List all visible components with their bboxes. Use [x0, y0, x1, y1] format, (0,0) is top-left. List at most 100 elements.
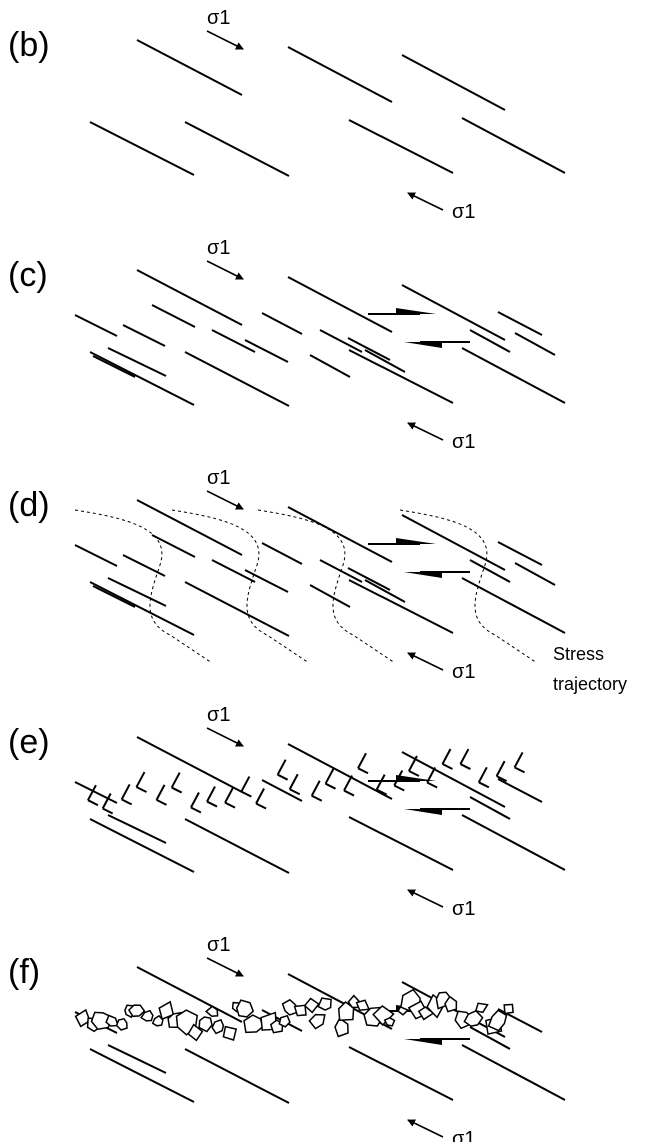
fault-line	[93, 356, 135, 377]
sigma-arrow	[207, 31, 243, 49]
step	[427, 767, 435, 782]
sigma-label: σ1	[207, 7, 230, 29]
sigma-arrow	[207, 261, 243, 279]
step	[290, 774, 298, 789]
step	[312, 796, 322, 801]
stress-trajectory	[400, 510, 537, 663]
clast	[279, 1016, 290, 1027]
fault-line	[498, 542, 542, 565]
fault-line	[90, 582, 194, 635]
fault-line	[462, 118, 565, 173]
clast	[504, 1004, 513, 1013]
clast	[335, 1018, 348, 1036]
clast	[212, 1020, 223, 1034]
fault-line	[262, 780, 302, 801]
step	[442, 749, 450, 764]
panel-label: (e)	[8, 723, 50, 761]
panel-label: (d)	[8, 486, 50, 524]
step	[344, 791, 354, 796]
annotation: Stress	[553, 644, 604, 664]
fault-line	[123, 555, 165, 576]
step	[394, 785, 404, 790]
step	[172, 773, 180, 788]
fault-line	[262, 543, 302, 564]
sigma-arrow	[408, 890, 443, 907]
fault-line	[152, 305, 195, 327]
fault-line	[185, 122, 289, 176]
fault-line	[75, 545, 117, 566]
clast	[295, 1005, 306, 1015]
fault-line	[108, 578, 166, 606]
step	[225, 803, 235, 808]
fault-line	[90, 352, 194, 405]
fault-line	[470, 797, 510, 819]
fault-line	[262, 313, 302, 334]
fault-line	[75, 315, 117, 336]
sigma-label: σ1	[452, 201, 475, 223]
fault-line	[349, 580, 453, 633]
clast	[309, 1015, 324, 1029]
step	[136, 772, 144, 787]
step	[460, 764, 470, 769]
step	[460, 749, 468, 764]
fault-line	[515, 333, 555, 355]
step	[427, 782, 437, 787]
fault-line	[470, 560, 510, 582]
sigma-arrow	[408, 423, 443, 440]
sigma-arrow	[207, 491, 243, 509]
fault-line	[90, 819, 194, 872]
fault-line	[137, 500, 242, 555]
step	[326, 784, 336, 789]
step	[358, 768, 368, 773]
step	[88, 800, 98, 805]
step	[256, 788, 264, 803]
panel-label: (f)	[8, 953, 40, 991]
panel: (b)σ1σ1	[8, 7, 565, 223]
sigma-label: σ1	[207, 237, 230, 259]
step	[290, 789, 300, 794]
fault-line	[462, 815, 565, 870]
fault-line	[123, 325, 165, 346]
step	[207, 787, 215, 802]
shear-head	[396, 308, 436, 314]
fault-line	[185, 582, 289, 636]
step	[442, 764, 452, 769]
fault-line	[288, 277, 392, 332]
fault-line	[349, 120, 453, 173]
clast	[305, 999, 319, 1013]
step	[241, 792, 251, 797]
fault-line	[288, 507, 392, 562]
fault-line	[137, 737, 242, 792]
clast	[476, 1003, 488, 1012]
fault-line	[137, 40, 242, 95]
step	[358, 753, 366, 768]
step	[479, 767, 487, 782]
step	[515, 752, 523, 767]
diagram: (b)σ1σ1(c)σ1σ1(d)σ1σ1Stresstrajectory(e)…	[0, 0, 653, 1142]
step	[256, 803, 266, 808]
clast	[129, 1005, 145, 1016]
step	[103, 808, 113, 813]
fault-line	[402, 55, 505, 110]
step	[225, 788, 233, 803]
step	[326, 769, 334, 784]
clast	[223, 1027, 236, 1040]
clast	[237, 1000, 254, 1017]
step	[278, 775, 288, 780]
step	[409, 771, 419, 776]
fault-line	[349, 817, 453, 870]
clast	[357, 1000, 369, 1010]
sigma-arrow	[408, 193, 443, 210]
fault-line	[498, 779, 542, 802]
sigma-label: σ1	[207, 934, 230, 956]
step	[122, 799, 132, 804]
fault-line	[185, 819, 289, 873]
sigma-arrow	[207, 728, 243, 746]
sigma-label: σ1	[207, 704, 230, 726]
fault-line	[462, 578, 565, 633]
clast	[199, 1017, 212, 1032]
step	[122, 784, 130, 799]
fault-line	[75, 782, 117, 803]
sigma-arrow	[207, 958, 243, 976]
